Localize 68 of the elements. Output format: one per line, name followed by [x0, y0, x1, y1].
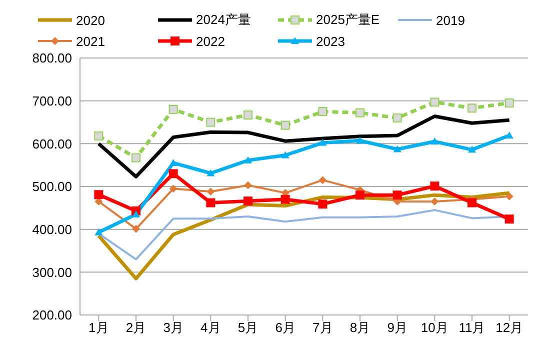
- x-tick-label: 11月: [458, 320, 486, 336]
- point: [468, 146, 476, 153]
- x-tick-label: 1月: [88, 320, 109, 336]
- point: [430, 138, 439, 145]
- point: [468, 198, 476, 208]
- y-tick-label: 400.00: [32, 222, 72, 237]
- point: [318, 107, 328, 116]
- legend-label: 2023: [316, 34, 345, 49]
- x-tick-label: 6月: [275, 320, 296, 336]
- point: [94, 131, 104, 140]
- point: [206, 188, 215, 196]
- point: [206, 198, 216, 208]
- line-series: [96, 114, 512, 178]
- y-tick-label: 500.00: [32, 179, 72, 194]
- x-tick-label: 5月: [238, 320, 258, 336]
- point: [318, 138, 327, 146]
- point: [206, 169, 215, 176]
- point: [356, 108, 364, 118]
- x-tick-label: 3月: [163, 320, 184, 336]
- legend-label: 2024产量: [196, 11, 251, 30]
- point: [132, 224, 140, 233]
- point: [356, 136, 364, 144]
- point: [318, 200, 328, 209]
- legend-label: 2021: [76, 34, 105, 49]
- point: [280, 194, 290, 204]
- y-tick-label: 200.00: [32, 308, 72, 323]
- point: [430, 197, 439, 206]
- point: [430, 182, 440, 191]
- point: [393, 145, 402, 152]
- x-tick-label: 10月: [420, 320, 448, 336]
- point: [244, 110, 252, 120]
- point: [505, 192, 514, 200]
- legend-label: 2020: [76, 12, 105, 28]
- point: [504, 214, 514, 224]
- y-tick-label: 800.00: [32, 50, 72, 66]
- legend-label: 2025产量E: [316, 11, 380, 30]
- y-tick-label: 700.00: [32, 93, 72, 108]
- y-tick-label: 600.00: [32, 136, 72, 152]
- point: [132, 210, 140, 218]
- point: [132, 153, 140, 162]
- point: [392, 113, 402, 122]
- point: [244, 156, 252, 164]
- point: [169, 158, 178, 166]
- point: [244, 181, 252, 190]
- point: [168, 169, 178, 178]
- x-tick-label: 4月: [200, 320, 221, 336]
- y-tick-label: 300.00: [32, 264, 72, 280]
- point: [168, 104, 178, 114]
- legend-label: 2019: [436, 12, 465, 28]
- point: [280, 120, 290, 130]
- point: [244, 196, 252, 206]
- point: [318, 176, 327, 184]
- point: [468, 104, 476, 113]
- point: [169, 184, 178, 193]
- x-tick-label: 2月: [126, 320, 146, 336]
- x-tick-label: 7月: [312, 320, 333, 336]
- point: [356, 190, 364, 200]
- x-tick-label: 8月: [350, 320, 370, 336]
- point: [94, 228, 103, 236]
- legend-label: 2022: [196, 34, 225, 49]
- x-tick-label: 12月: [496, 320, 524, 336]
- point: [206, 118, 216, 127]
- x-tick-label: 9月: [387, 320, 408, 336]
- point: [281, 151, 290, 158]
- point: [504, 98, 514, 108]
- point: [392, 190, 402, 200]
- point: [430, 98, 440, 107]
- point: [94, 190, 104, 200]
